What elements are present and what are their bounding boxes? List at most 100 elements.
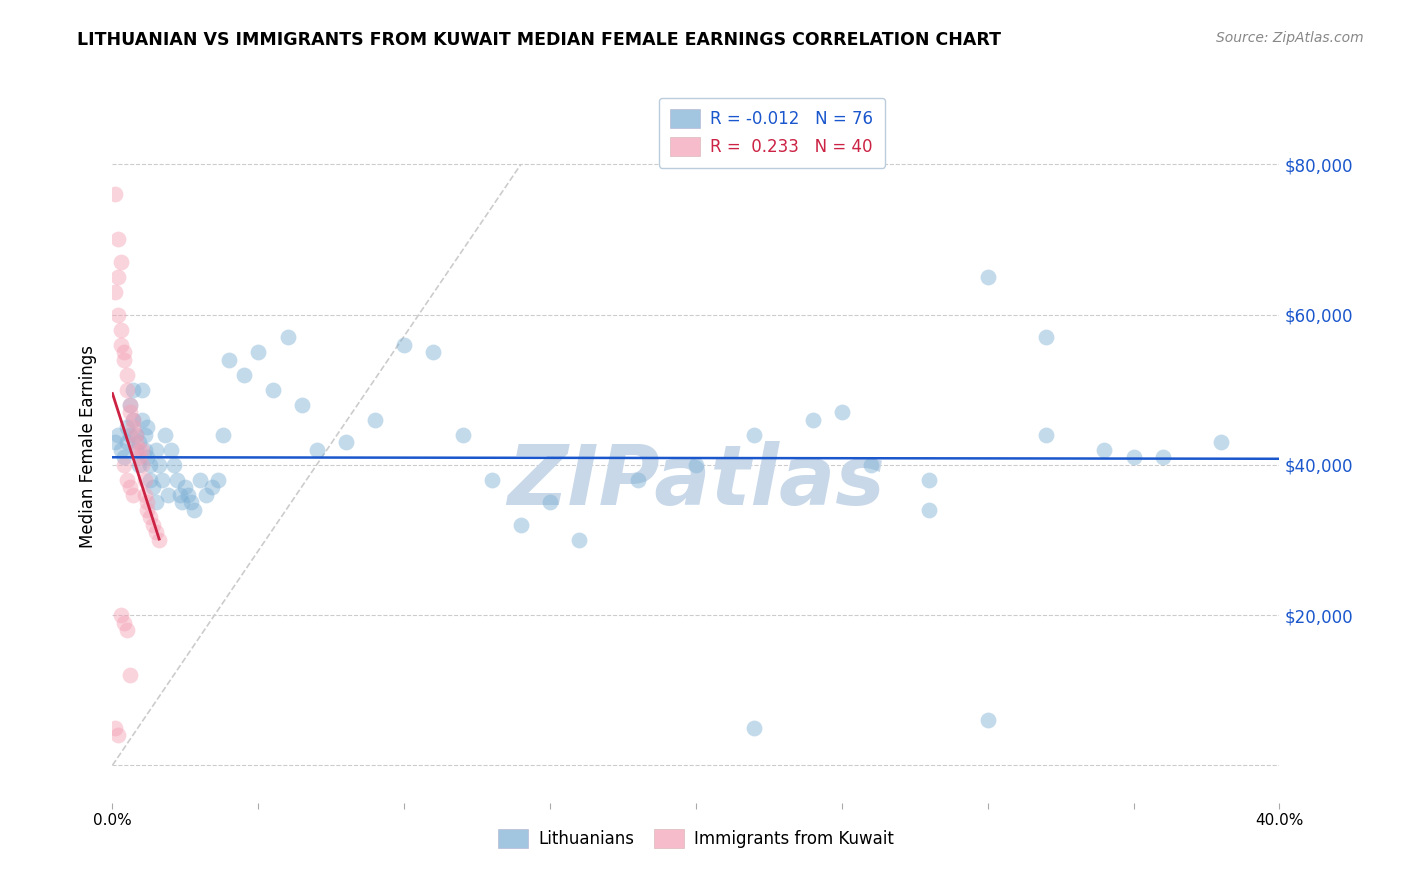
Point [918,503,941,517]
Point [976,270,998,285]
Point [166,473,188,487]
Point [131,442,153,457]
Point [125,442,148,457]
Point [148,458,170,472]
Point [1035,427,1057,442]
Point [1094,442,1116,457]
Point [139,510,162,524]
Point [860,458,883,472]
Point [128,435,150,450]
Point [136,420,159,434]
Point [207,473,229,487]
Point [128,450,150,465]
Point [145,442,167,457]
Text: ZIPatlas: ZIPatlas [508,442,884,522]
Point [118,668,141,682]
Point [481,473,503,487]
Point [918,473,941,487]
Point [122,420,145,434]
Point [1122,450,1144,465]
Point [115,473,138,487]
Point [139,473,162,487]
Point [104,721,127,735]
Point [128,458,150,472]
Point [118,405,141,419]
Point [107,232,129,246]
Point [394,337,416,351]
Point [131,413,153,427]
Point [115,420,138,434]
Point [142,517,165,532]
Point [153,427,176,442]
Point [136,495,159,509]
Point [142,480,165,494]
Point [291,398,314,412]
Point [509,517,531,532]
Point [1035,330,1057,344]
Point [134,442,156,457]
Point [110,255,132,269]
Point [188,473,211,487]
Point [1152,450,1174,465]
Point [104,435,127,450]
Point [134,427,156,442]
Point [194,488,217,502]
Point [262,383,284,397]
Point [122,488,145,502]
Point [112,615,135,630]
Point [110,607,132,622]
Point [232,368,254,382]
Point [145,525,167,540]
Point [685,458,707,472]
Point [112,458,135,472]
Point [118,427,141,442]
Point [742,427,765,442]
Point [180,495,202,509]
Point [110,337,132,351]
Point [976,713,998,727]
Point [134,473,156,487]
Point [801,413,824,427]
Point [169,488,191,502]
Point [148,533,170,547]
Point [218,352,240,367]
Text: Source: ZipAtlas.com: Source: ZipAtlas.com [1216,31,1364,45]
Point [156,488,179,502]
Point [104,285,127,299]
Point [831,405,853,419]
Point [112,450,135,465]
Point [172,495,194,509]
Point [177,488,200,502]
Point [115,368,138,382]
Point [201,480,224,494]
Point [122,383,145,397]
Point [118,398,141,412]
Point [115,623,138,637]
Legend: Lithuanians, Immigrants from Kuwait: Lithuanians, Immigrants from Kuwait [491,822,901,855]
Point [451,427,474,442]
Point [538,495,561,509]
Point [212,427,235,442]
Point [568,533,591,547]
Point [107,270,129,285]
Point [112,345,135,359]
Point [136,450,159,465]
Point [364,413,387,427]
Point [131,383,153,397]
Point [139,458,162,472]
Point [115,383,138,397]
Point [125,427,148,442]
Point [276,330,298,344]
Point [1209,435,1232,450]
Point [131,458,153,472]
Point [163,458,186,472]
Point [107,427,129,442]
Point [118,480,141,494]
Point [335,435,357,450]
Point [134,488,156,502]
Point [160,442,183,457]
Point [422,345,444,359]
Point [136,503,159,517]
Point [174,480,197,494]
Point [107,728,129,742]
